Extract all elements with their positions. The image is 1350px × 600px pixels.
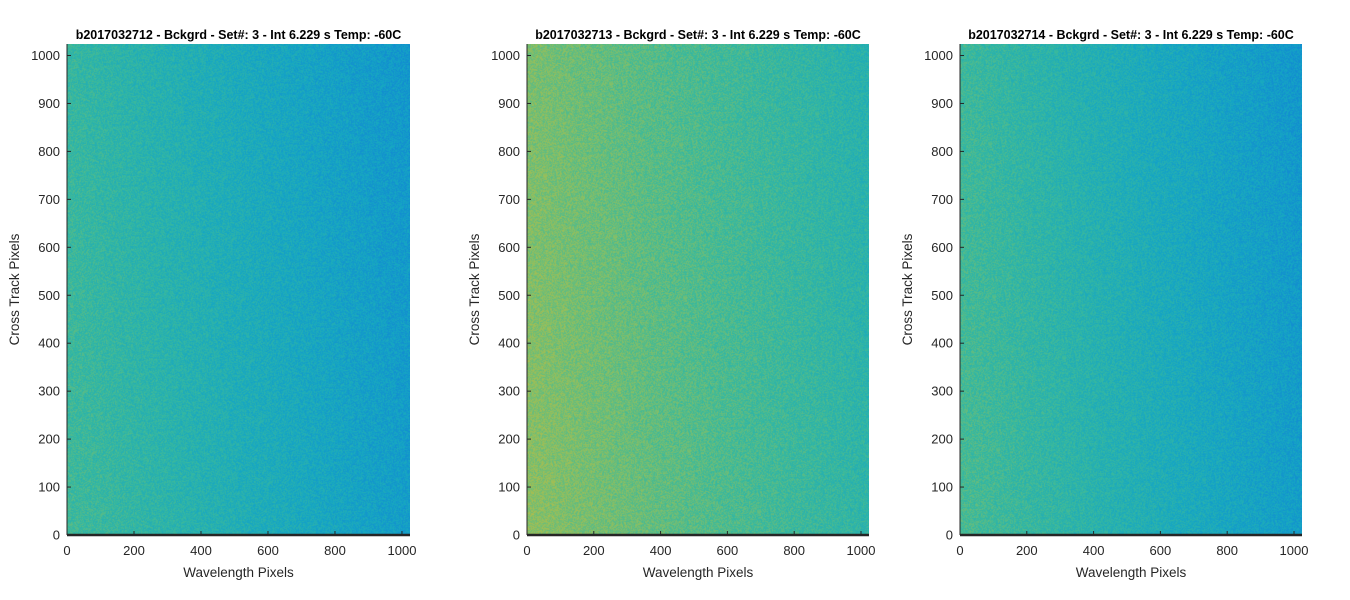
heatmap-image (960, 44, 1302, 535)
x-axis-label: Wavelength Pixels (643, 565, 754, 580)
x-tick-label: 800 (783, 543, 805, 558)
x-tick-label: 400 (1083, 543, 1105, 558)
y-tick-label: 100 (498, 480, 520, 495)
y-axis-label: Cross Track Pixels (900, 233, 915, 345)
chart-title: b2017032712 - Bckgrd - Set#: 3 - Int 6.2… (76, 28, 402, 42)
y-tick-label: 300 (498, 384, 520, 399)
y-tick-label: 400 (38, 336, 60, 351)
y-tick-label: 0 (513, 528, 520, 543)
y-tick-label: 100 (931, 480, 953, 495)
y-tick-label: 800 (38, 144, 60, 159)
x-tick-label: 200 (583, 543, 605, 558)
y-tick-label: 0 (53, 528, 60, 543)
y-tick-label: 600 (38, 240, 60, 255)
y-tick-label: 300 (38, 384, 60, 399)
x-tick-label: 600 (257, 543, 279, 558)
x-tick-label: 600 (1150, 543, 1172, 558)
y-tick-label: 400 (498, 336, 520, 351)
y-tick-label: 700 (931, 192, 953, 207)
chart-title: b2017032713 - Bckgrd - Set#: 3 - Int 6.2… (535, 28, 861, 42)
y-tick-label: 1000 (491, 48, 520, 63)
y-tick-label: 600 (931, 240, 953, 255)
y-tick-label: 900 (498, 96, 520, 111)
y-axis-label: Cross Track Pixels (467, 233, 482, 345)
y-tick-label: 800 (931, 144, 953, 159)
y-tick-label: 1000 (31, 48, 60, 63)
y-tick-label: 800 (498, 144, 520, 159)
x-axis-label: Wavelength Pixels (1076, 565, 1187, 580)
y-tick-label: 700 (38, 192, 60, 207)
y-tick-label: 900 (38, 96, 60, 111)
x-tick-label: 400 (650, 543, 672, 558)
y-tick-label: 900 (931, 96, 953, 111)
heatmap-image (67, 44, 410, 535)
y-tick-label: 500 (38, 288, 60, 303)
y-tick-label: 600 (498, 240, 520, 255)
chart-panel-3: 0 200 400 600 800 1000 0 100 200 300 400 500 600 700 8… (900, 28, 1308, 580)
x-tick-label: 0 (523, 543, 530, 558)
chart-title: b2017032714 - Bckgrd - Set#: 3 - Int 6.2… (968, 28, 1294, 42)
x-tick-label: 1000 (1280, 543, 1309, 558)
x-tick-label: 800 (1216, 543, 1238, 558)
chart-panel-1: 0 200 400 600 800 1000 0 100 200 300 400 500 600 700 8… (7, 28, 416, 580)
x-tick-label: 400 (190, 543, 212, 558)
y-axis-label: Cross Track Pixels (7, 233, 22, 345)
y-tick-label: 200 (498, 432, 520, 447)
y-tick-label: 500 (498, 288, 520, 303)
y-tick-label: 0 (946, 528, 953, 543)
x-tick-label: 800 (324, 543, 346, 558)
x-tick-label: 0 (63, 543, 70, 558)
heatmap-image (527, 44, 869, 535)
x-tick-label: 1000 (388, 543, 417, 558)
y-tick-label: 100 (38, 480, 60, 495)
chart-panel-2: 0 200 400 600 800 1000 0 100 200 300 400 500 600 700 8… (467, 28, 875, 580)
y-tick-label: 1000 (924, 48, 953, 63)
x-tick-label: 0 (956, 543, 963, 558)
y-tick-label: 400 (931, 336, 953, 351)
y-tick-label: 200 (38, 432, 60, 447)
x-tick-label: 200 (1016, 543, 1038, 558)
y-tick-label: 500 (931, 288, 953, 303)
y-tick-label: 700 (498, 192, 520, 207)
x-axis-label: Wavelength Pixels (183, 565, 294, 580)
y-tick-label: 200 (931, 432, 953, 447)
y-tick-label: 300 (931, 384, 953, 399)
x-tick-label: 1000 (847, 543, 876, 558)
x-tick-label: 200 (123, 543, 145, 558)
x-tick-label: 600 (717, 543, 739, 558)
